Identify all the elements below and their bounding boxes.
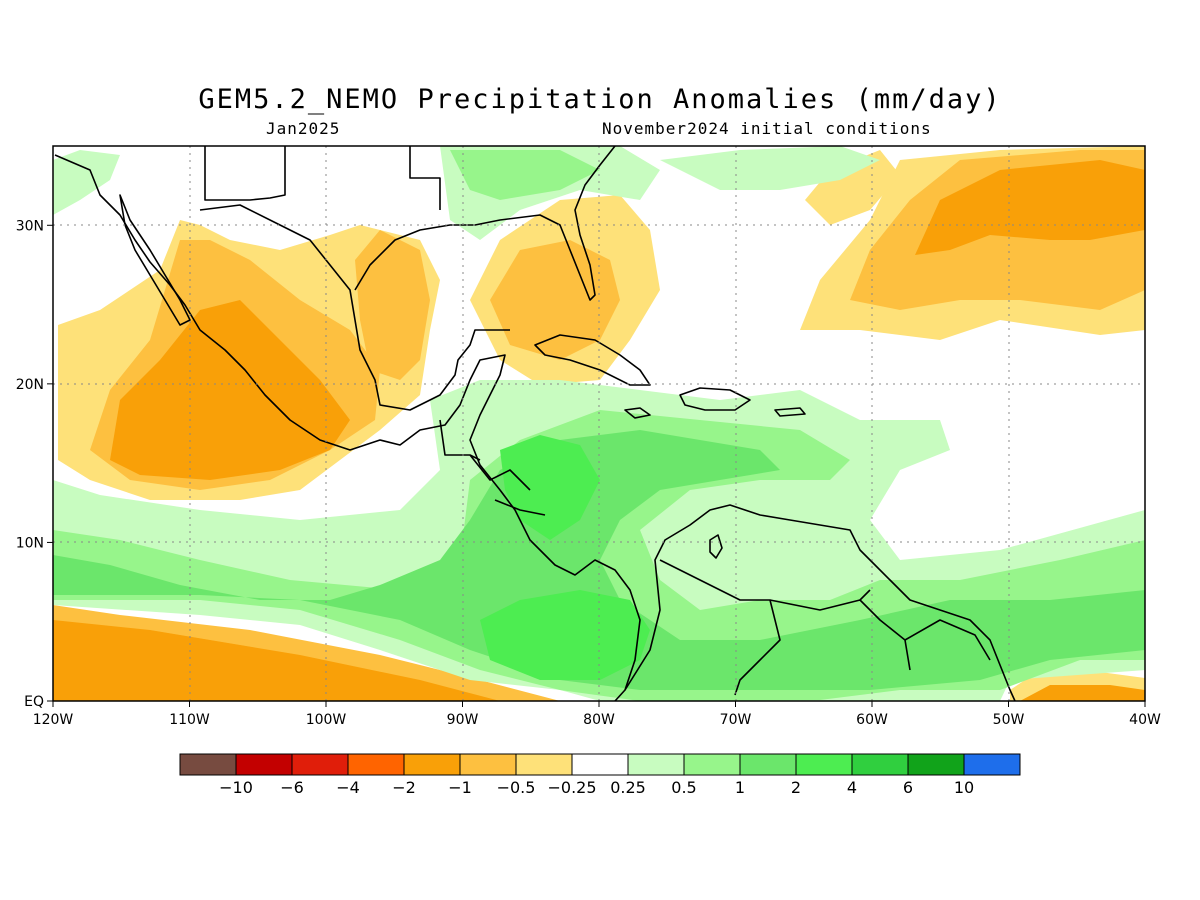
central-america-borders	[439, 419, 546, 516]
x-tick-label: 50W	[993, 712, 1025, 728]
colorbar-swatch	[963, 753, 1021, 776]
y-tick-label: 20N	[16, 377, 44, 393]
dry-anomaly-region	[1020, 685, 1145, 701]
colorbar-label: 0.5	[671, 778, 696, 797]
wet-anomaly-region	[480, 590, 650, 680]
puerto-rico-coastline	[774, 407, 806, 417]
colorbar-swatch	[683, 753, 741, 776]
colorbar-label: 2	[791, 778, 801, 797]
us-mexico-border	[204, 146, 286, 201]
colorbar-label: 10	[954, 778, 974, 797]
hispaniola-coastline	[679, 387, 751, 411]
valid-month-label: Jan2025	[266, 119, 341, 138]
latitude-axis: EQ 10N 20N 30N	[16, 218, 53, 710]
x-tick-label: 120W	[33, 712, 74, 728]
colorbar-swatch	[179, 753, 237, 776]
x-tick-label: 70W	[720, 712, 752, 728]
initial-conditions-label: November2024 initial conditions	[602, 119, 932, 138]
colorbar-label: −6	[280, 778, 304, 797]
x-tick-label: 40W	[1129, 712, 1161, 728]
colorbar-label: −10	[219, 778, 253, 797]
colorbar-label: −2	[392, 778, 416, 797]
lake-maracaibo	[709, 534, 723, 559]
colorbar-swatch	[515, 753, 573, 776]
south-america-coastline	[624, 504, 1016, 701]
us-state-line	[409, 146, 441, 210]
dry-anomaly-region	[355, 230, 430, 380]
x-tick-label: 100W	[306, 712, 347, 728]
cuba-coastline	[534, 334, 651, 386]
gulf-of-mexico-coastline	[199, 204, 510, 411]
wet-anomaly-region	[450, 150, 600, 200]
wet-anomaly-region	[53, 150, 120, 215]
colorbar-label: 1	[735, 778, 745, 797]
wet-anomaly-region	[500, 435, 600, 540]
colorbar-swatch	[459, 753, 517, 776]
y-tick-label: 30N	[16, 218, 44, 234]
colorbar-label: −4	[336, 778, 360, 797]
colorbar-label: 6	[903, 778, 913, 797]
dry-anomaly-region	[490, 240, 620, 360]
graticule	[53, 146, 1145, 701]
colorbar-legend: −10 −6 −4 −2 −1 −0.5 −0.25 0.25 0.5 1 2 4 6 10	[179, 753, 1021, 797]
colorbar-swatch	[851, 753, 909, 776]
colorbar-label: −0.25	[547, 778, 596, 797]
colorbar-label: 4	[847, 778, 857, 797]
colorbar-swatch	[627, 753, 685, 776]
colorbar-swatch	[571, 753, 629, 776]
coastlines	[54, 146, 1016, 701]
colorbar-label: −0.5	[497, 778, 536, 797]
y-tick-label: EQ	[24, 694, 44, 710]
south-america-borders	[659, 559, 991, 696]
colorbar-swatch	[739, 753, 797, 776]
baja-california-coastline	[119, 194, 191, 326]
dry-anomaly-region	[53, 620, 500, 701]
colorbar-swatch	[403, 753, 461, 776]
dry-anomaly-region	[110, 300, 350, 480]
dry-anomaly-region	[915, 160, 1145, 255]
colorbar-swatch	[347, 753, 405, 776]
longitude-axis: 120W 110W 100W 90W 80W 70W 60W 50W 40W	[33, 701, 1161, 728]
dry-anomaly-region	[805, 150, 900, 225]
x-tick-label: 60W	[856, 712, 888, 728]
wet-anomaly-region	[660, 146, 880, 190]
x-tick-label: 90W	[447, 712, 479, 728]
colorbar-swatch	[291, 753, 349, 776]
x-tick-label: 80W	[583, 712, 615, 728]
x-tick-label: 110W	[169, 712, 210, 728]
colorbar-swatch	[795, 753, 853, 776]
anomaly-field	[53, 146, 1145, 701]
colorbar-swatch	[907, 753, 965, 776]
map-title: GEM5.2_NEMO Precipitation Anomalies (mm/…	[198, 84, 1002, 115]
jamaica-coastline	[624, 407, 651, 419]
colorbar-label: −1	[448, 778, 472, 797]
y-tick-label: 10N	[16, 535, 44, 551]
colorbar-label: 0.25	[610, 778, 646, 797]
gulf-coast-usa	[354, 146, 616, 301]
colorbar-swatch	[235, 753, 293, 776]
